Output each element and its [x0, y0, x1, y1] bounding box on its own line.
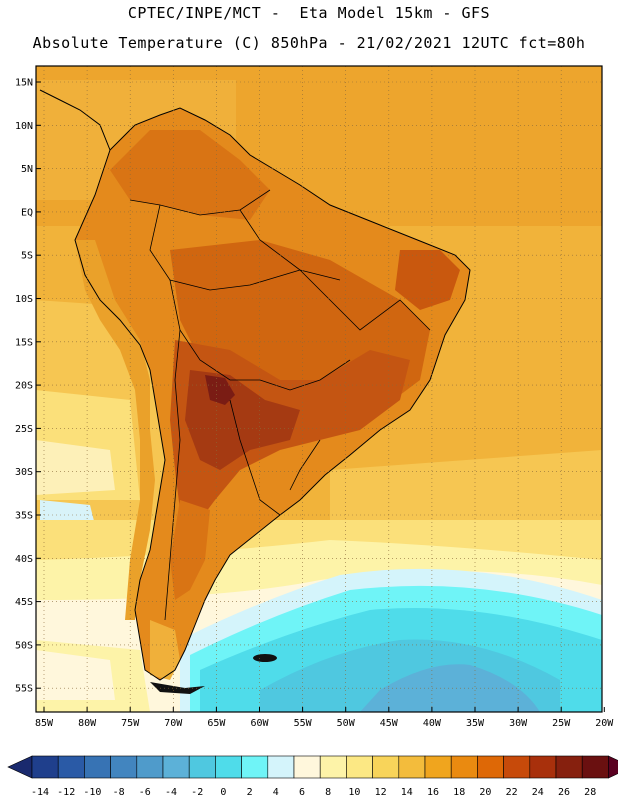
- country-borders: [129, 189, 431, 621]
- legend-tick-label: 28: [584, 787, 596, 798]
- heat-core: [205, 375, 235, 405]
- legend-tick-label: -10: [83, 787, 101, 798]
- legend-swatch: [477, 755, 504, 779]
- tierra-del-fuego: [150, 682, 205, 694]
- legend-swatch: [529, 755, 557, 779]
- longitude-axis: 85W 80W 75W 70W 65W 60W 55W 50W 45W 40W 35W 30W 25W 2…: [35, 707, 614, 729]
- legend-swatch: [346, 755, 373, 779]
- lon-label: 65W: [207, 718, 226, 729]
- lat-label: 5S: [21, 251, 33, 262]
- lat-label: 5N: [21, 164, 33, 175]
- legend-swatch: [31, 755, 59, 779]
- chart-title-line2: Absolute Temperature (C) 850hPa - 21/02/…: [32, 34, 586, 52]
- legend-tick-label: 18: [453, 787, 465, 798]
- lon-label: 35W: [466, 718, 485, 729]
- legend-swatch: [450, 755, 478, 779]
- lon-label: 70W: [164, 718, 183, 729]
- color-legend: -14 -12 -10 -8 -6 -4 -2 0 2 4 6 8 10 12 14 16 18 20 22 24 26…: [7, 755, 618, 798]
- legend-tick-label: 22: [506, 787, 518, 798]
- legend-swatch: [57, 755, 85, 779]
- legend-swatch: [581, 755, 609, 779]
- lon-label: 40W: [423, 718, 442, 729]
- lat-label: 15N: [15, 78, 33, 89]
- legend-tick-label: 20: [479, 787, 491, 798]
- legend-tick-label: -4: [165, 787, 177, 798]
- lat-label: EQ: [21, 207, 33, 218]
- lon-label: 55W: [294, 718, 313, 729]
- central-america-coast: [39, 89, 111, 151]
- legend-swatch: [555, 755, 583, 779]
- lat-label: 10S: [15, 294, 33, 305]
- legend-swatch: [110, 755, 138, 779]
- legend-swatch: [398, 755, 426, 779]
- lon-label: 25W: [552, 718, 571, 729]
- legend-swatch: [241, 755, 269, 779]
- legend-tick-label: 2: [247, 787, 253, 798]
- legend-tick-label: 14: [401, 787, 413, 798]
- legend-tick-label: 12: [375, 787, 387, 798]
- legend-tick-label: 26: [558, 787, 570, 798]
- lat-label: 50S: [15, 640, 33, 651]
- lat-label: 35S: [15, 511, 33, 522]
- legend-under-arrow: [7, 755, 33, 779]
- lon-label: 50W: [337, 718, 356, 729]
- legend-tick-label: -6: [139, 787, 151, 798]
- lat-label: 25S: [15, 424, 33, 435]
- lat-label: 20S: [15, 381, 33, 392]
- chart-title-line1: CPTEC/INPE/MCT - Eta Model 15km - GFS: [127, 4, 491, 22]
- legend-tick-label: 4: [273, 787, 279, 798]
- legend-tick-label: 24: [532, 787, 544, 798]
- legend-tick-label: 16: [427, 787, 439, 798]
- legend-swatch: [188, 755, 216, 779]
- legend-over-arrow: [608, 755, 618, 779]
- lon-label: 30W: [509, 718, 528, 729]
- map-frame: [35, 65, 603, 713]
- legend-swatch: [372, 755, 400, 779]
- legend-swatch: [215, 755, 242, 779]
- legend-swatch: [162, 755, 190, 779]
- legend-swatch: [503, 755, 531, 779]
- lat-label: 15S: [15, 337, 33, 348]
- map-field: [36, 66, 602, 712]
- lat-label: 30S: [15, 467, 33, 478]
- legend-tick-label: 0: [220, 787, 226, 798]
- legend-swatch: [319, 755, 347, 779]
- legend-swatch: [84, 755, 111, 779]
- lon-label: 75W: [121, 718, 140, 729]
- legend-swatch: [424, 755, 452, 779]
- lon-label: 85W: [35, 718, 54, 729]
- legend-tick-label: -8: [113, 787, 125, 798]
- legend-tick-label: 8: [325, 787, 331, 798]
- legend-tick-label: -14: [31, 787, 49, 798]
- lon-label: 80W: [78, 718, 97, 729]
- legend-swatch: [136, 755, 164, 779]
- latitude-axis: 15N 10N 5N EQ 5S 10S 15S 20S 25S 30S 35S 40S 45S 50S 5…: [15, 78, 41, 695]
- falkland-islands: [253, 654, 277, 662]
- lon-label: 45W: [380, 718, 399, 729]
- legend-tick-label: -12: [57, 787, 75, 798]
- lon-label: 60W: [250, 718, 269, 729]
- lon-label: 20W: [595, 718, 614, 729]
- legend-tick-label: 10: [348, 787, 360, 798]
- lat-label: 10N: [15, 121, 33, 132]
- lat-label: 55S: [15, 684, 33, 695]
- lat-label: 40S: [15, 554, 33, 565]
- legend-tick-label: 6: [299, 787, 305, 798]
- lat-label: 45S: [15, 597, 33, 608]
- legend-swatch: [267, 755, 295, 779]
- legend-swatch: [293, 755, 321, 779]
- legend-tick-label: -2: [191, 787, 203, 798]
